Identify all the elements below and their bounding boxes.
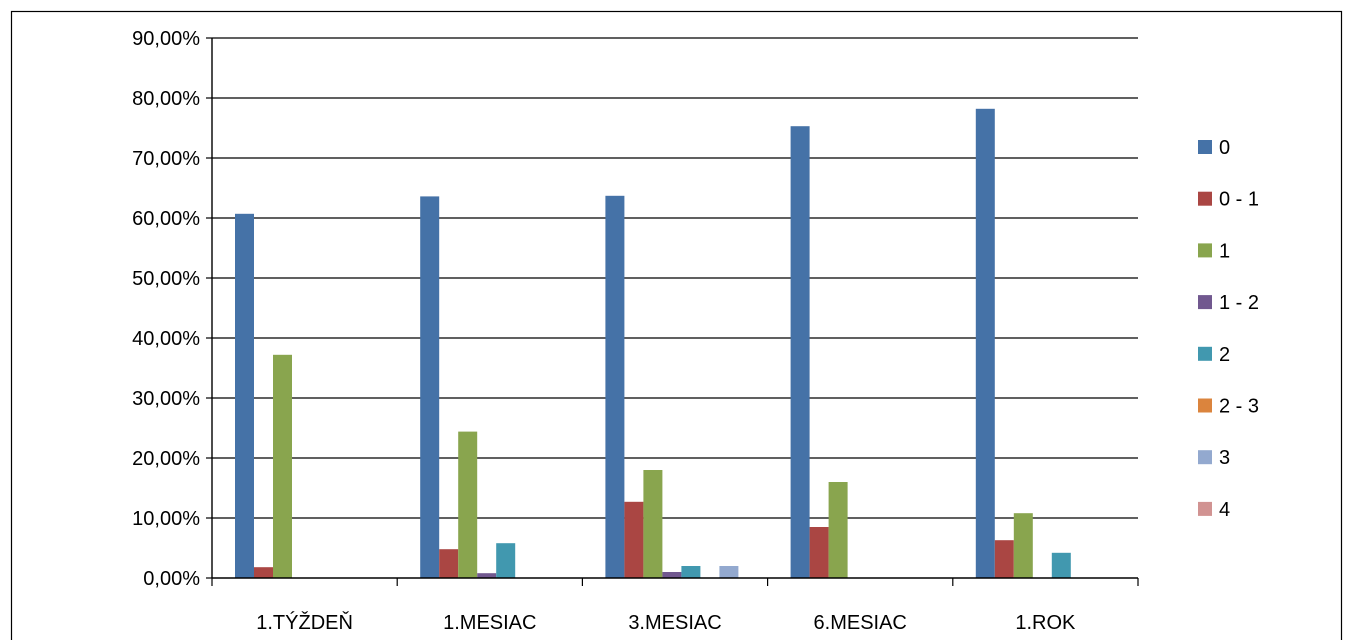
bar-1-1: [458, 431, 478, 578]
bar-0-1-0: [254, 567, 273, 578]
bar-1-0: [273, 354, 292, 578]
legend-label: 1 - 2: [1219, 292, 1259, 314]
legend-item: 3: [1198, 447, 1230, 469]
x-tick-label: 1.ROK: [1015, 612, 1076, 634]
legend-label: 0: [1219, 137, 1230, 159]
chart-border: [10, 10, 1343, 640]
bar-0-1: [420, 196, 440, 578]
legend-label: 1: [1219, 240, 1230, 262]
bar-0-1-2: [624, 501, 644, 578]
x-axis-tick-labels: 1.TÝŽDEŇ 1.MESIAC 3.MESIAC 6.MESIAC 1.ROK: [256, 611, 1076, 634]
bar-2-1: [496, 543, 516, 578]
legend-swatch: [1198, 295, 1212, 310]
bar-0-1-3: [809, 527, 829, 578]
bar-0-2: [605, 195, 625, 579]
bar-1-2: [643, 470, 663, 578]
bar-1-3: [828, 482, 848, 578]
y-tick-label: 10,00%: [132, 508, 200, 530]
bar-0-1-1: [439, 549, 459, 578]
legend-swatch: [1198, 398, 1212, 413]
gridlines: [206, 37, 1138, 579]
legend-item: 0 - 1: [1198, 189, 1259, 211]
legend-item: 2 - 3: [1198, 396, 1259, 418]
legend-label: 2 - 3: [1219, 396, 1259, 418]
legend-item: 4: [1198, 499, 1230, 521]
bar-0-0: [235, 213, 254, 579]
bar-1-2-1: [477, 573, 497, 578]
y-tick-label: 70,00%: [132, 148, 200, 170]
bar-0-4: [975, 108, 995, 579]
y-tick-label: 20,00%: [132, 448, 200, 470]
bars: [235, 108, 1071, 579]
legend-swatch: [1198, 191, 1212, 206]
x-tick-label: 3.MESIAC: [628, 612, 721, 634]
legend-swatch: [1198, 243, 1212, 258]
bar-2-4: [1051, 552, 1071, 578]
axes: [211, 38, 1139, 586]
legend-swatch: [1198, 450, 1212, 465]
legend-label: 4: [1219, 499, 1230, 521]
y-tick-label: 90,00%: [132, 28, 200, 50]
legend-item: 0: [1198, 137, 1230, 159]
bar-0-3: [790, 126, 810, 578]
legend: 0 0 - 1 1 1 - 2 2 2 - 3 3 4: [1198, 137, 1259, 521]
legend-item: 2: [1198, 344, 1230, 366]
legend-swatch: [1198, 140, 1212, 154]
y-axis-tick-labels: 0,00% 10,00% 20,00% 30,00% 40,00% 50,00% 60,00…: [132, 28, 200, 590]
bar-1-4: [1013, 513, 1033, 578]
y-tick-label: 40,00%: [132, 328, 200, 350]
legend-item: 1 - 2: [1198, 292, 1259, 314]
y-tick-label: 50,00%: [132, 268, 200, 290]
outer-border: [10, 10, 1343, 640]
x-tick-label: 1.TÝŽDEŇ: [256, 611, 353, 634]
legend-swatch: [1198, 346, 1212, 361]
y-tick-label: 30,00%: [132, 388, 200, 410]
y-tick-label: 0,00%: [143, 568, 200, 590]
y-tick-label: 80,00%: [132, 88, 200, 110]
legend-item: 1: [1198, 240, 1230, 262]
bar-0-1-4: [994, 540, 1014, 578]
legend-label: 0 - 1: [1219, 189, 1259, 211]
y-tick-label: 60,00%: [132, 208, 200, 230]
bar-3-2: [719, 566, 739, 578]
legend-label: 2: [1219, 344, 1230, 366]
bar-1-2-2: [662, 572, 682, 578]
legend-label: 3: [1219, 447, 1230, 469]
x-tick-label: 1.MESIAC: [443, 612, 536, 634]
legend-swatch: [1198, 501, 1212, 516]
bar-2-2: [681, 566, 701, 578]
x-tick-label: 6.MESIAC: [814, 612, 907, 634]
